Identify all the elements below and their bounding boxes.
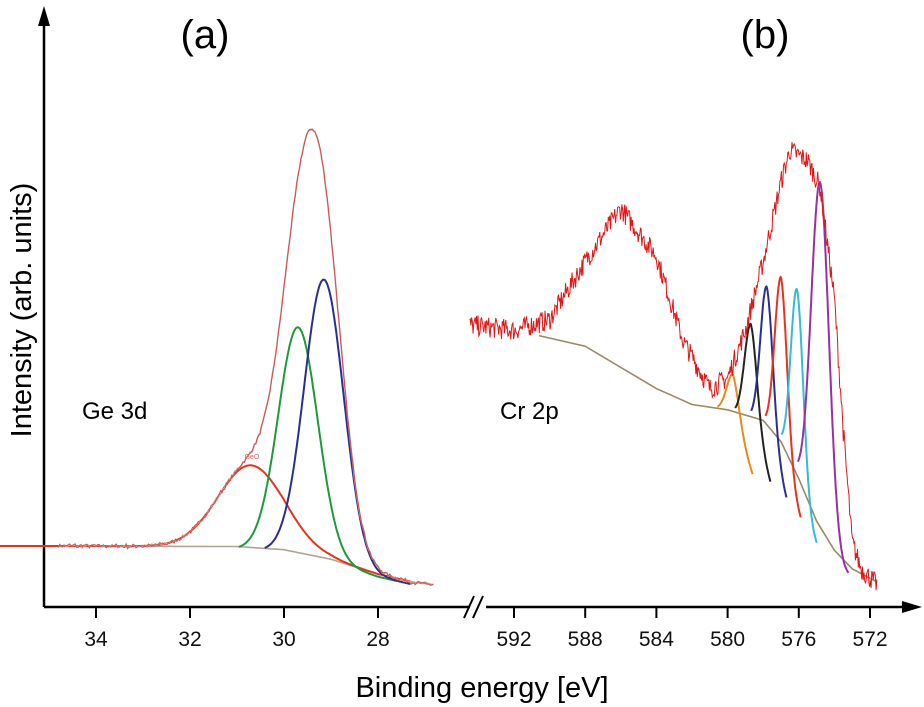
component-peak-b-1 (734, 322, 772, 482)
x-b-tick-label: 576 (781, 628, 816, 651)
axis-break-icon (463, 595, 484, 619)
x-a-tick-label: 32 (178, 628, 201, 651)
component-peak-a-1 (238, 326, 398, 582)
x-b-tick-label: 588 (568, 628, 603, 651)
x-axis-label: Binding energy [eV] (355, 672, 608, 704)
x-b-tick-label: 580 (710, 628, 745, 651)
peak-label-geo: GeO (245, 454, 260, 461)
component-peak-b-3 (764, 275, 802, 518)
annotation-ge3d: Ge 3d (82, 398, 147, 425)
panel-label-b: (b) (741, 13, 790, 57)
x-b-tick-label: 572 (852, 628, 887, 651)
x-a-tick-label: 28 (366, 628, 389, 651)
envelope-fit-a (57, 128, 434, 586)
envelope-data-b (469, 142, 878, 591)
component-peak-b-5 (797, 181, 850, 574)
component-peak-a-2 (264, 278, 411, 585)
component-peak-a-0 (0, 464, 411, 583)
envelope-data-a (58, 128, 434, 587)
annotation-cr2p: Cr 2p (500, 398, 559, 425)
panel-label-a: (a) (181, 13, 230, 57)
x-b-tick-label: 592 (496, 628, 531, 651)
component-peak-b-2 (750, 285, 788, 498)
axes (38, 6, 922, 619)
y-axis-arrow (38, 6, 50, 26)
component-peak-b-0 (717, 373, 754, 475)
component-peak-b-4 (780, 288, 818, 544)
x-axis-arrow (902, 601, 922, 613)
y-axis-label: Intensity (arb. units) (6, 183, 38, 438)
x-a-tick-label: 30 (272, 628, 295, 651)
background-line-b (538, 334, 878, 583)
x-a-tick-label: 34 (84, 628, 108, 651)
x-b-tick-label: 584 (639, 628, 674, 651)
